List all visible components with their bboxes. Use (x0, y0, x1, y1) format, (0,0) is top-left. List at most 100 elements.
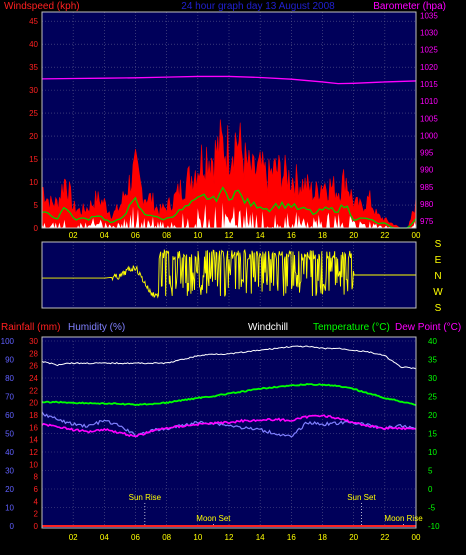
humidity-tick-label: 0 (10, 522, 15, 531)
barometer-tick-label: 1030 (420, 29, 438, 38)
temperature-tick-label: 10 (428, 448, 437, 457)
windspeed-gust-area (41, 119, 417, 229)
windchill-label: Windchill (248, 322, 288, 333)
average-wind-line (41, 186, 417, 229)
x-tick-label: 00 (412, 231, 421, 240)
rainfall-tick-label: 10 (29, 460, 38, 469)
compass-label: E (435, 255, 442, 266)
rainfall-tick-label: 0 (34, 522, 39, 531)
barometer-tick-label: 1005 (420, 114, 438, 123)
x-tick-label: 12 (225, 231, 234, 240)
dewpoint-line (41, 414, 417, 438)
x-tick-label: 04 (100, 533, 109, 542)
x-tick-label: 22 (380, 231, 389, 240)
wind-direction-series (42, 248, 416, 299)
windspeed-minimum-area (42, 202, 416, 228)
rainfall-label: Rainfall (mm) (1, 322, 60, 333)
x-tick-label: 14 (256, 533, 265, 542)
humidity-tick-label: 30 (5, 467, 14, 476)
x-tick-label: 04 (100, 231, 109, 240)
barometer-tick-label: 990 (420, 166, 434, 175)
x-tick-label: 14 (256, 231, 265, 240)
temperature-label: Temperature (°C) (313, 322, 390, 333)
temperature-tick-label: 15 (428, 430, 437, 439)
x-tick-label: 02 (69, 231, 78, 240)
barometer-tick-label: 1010 (420, 97, 438, 106)
windspeed-tick-label: 10 (29, 178, 38, 187)
windspeed-tick-label: 40 (29, 40, 38, 49)
rainfall-tick-label: 2 (34, 510, 39, 519)
windspeed-tick-label: 30 (29, 86, 38, 95)
x-tick-label: 02 (69, 533, 78, 542)
compass-label: S (435, 239, 442, 250)
windspeed-tick-label: 45 (29, 17, 38, 26)
dewpoint-label: Dew Point (°C) (395, 322, 461, 333)
compass-label: N (434, 271, 441, 282)
x-tick-label: 12 (225, 533, 234, 542)
x-tick-label: 20 (349, 533, 358, 542)
temperature-tick-label: -5 (428, 504, 436, 513)
windspeed-tick-label: 5 (34, 201, 39, 210)
humidity-tick-label: 10 (5, 504, 14, 513)
x-tick-label: 10 (193, 231, 202, 240)
temperature-line (41, 383, 417, 407)
x-tick-label: 06 (131, 533, 140, 542)
temperature-tick-label: 0 (428, 485, 433, 494)
barometer-tick-label: 1020 (420, 63, 438, 72)
x-tick-label: 16 (287, 231, 296, 240)
temperature-tick-label: 25 (428, 393, 437, 402)
x-tick-label: 00 (412, 533, 421, 542)
windspeed-tick-label: 0 (34, 224, 39, 233)
windspeed-series (41, 119, 417, 229)
windspeed-tick-label: 20 (29, 132, 38, 141)
x-tick-label: 18 (318, 533, 327, 542)
temperature-tick-label: 40 (428, 337, 437, 346)
humidity-tick-label: 50 (5, 430, 14, 439)
wind-direction-frame (41, 241, 417, 309)
annotation-label: Sun Set (347, 493, 376, 502)
barometer-tick-label: 1025 (420, 46, 438, 55)
wind-baro-tick-labels: 0510152025303540459759809859909951000100… (29, 11, 438, 240)
rainfall-tick-label: 26 (29, 362, 38, 371)
humidity-line (41, 345, 417, 370)
wind-baro-frame (41, 11, 417, 229)
humidity-tick-label: 60 (5, 411, 14, 420)
x-tick-label: 06 (131, 231, 140, 240)
rainfall-tick-label: 4 (34, 497, 39, 506)
temperature-tick-label: -10 (428, 522, 440, 531)
windspeed-tick-label: 35 (29, 63, 38, 72)
windspeed-tick-label: 15 (29, 155, 38, 164)
humidity-tick-label: 100 (1, 337, 15, 346)
x-tick-label: 16 (287, 533, 296, 542)
barometer-line (41, 75, 417, 85)
humidity-tick-label: 70 (5, 393, 14, 402)
annotation-label: Moon Set (196, 514, 231, 523)
temperature-tick-label: 20 (428, 411, 437, 420)
barometer-tick-label: 975 (420, 217, 434, 226)
x-tick-label: 08 (162, 231, 171, 240)
compass-label: S (435, 303, 442, 314)
rainfall-tick-label: 18 (29, 411, 38, 420)
windspeed-tick-label: 25 (29, 109, 38, 118)
barometer-series (41, 75, 417, 85)
rainfall-tick-label: 14 (29, 436, 38, 445)
temp-humidity-series (41, 345, 417, 527)
temperature-tick-label: 30 (428, 374, 437, 383)
temp-humidity-grid (42, 340, 417, 527)
rainfall-tick-label: 24 (29, 374, 38, 383)
wind-direction-line (42, 248, 416, 299)
rainfall-tick-label: 28 (29, 349, 38, 358)
barometer-tick-label: 1000 (420, 131, 438, 140)
humidity-tick-label: 40 (5, 448, 14, 457)
annotation-label: Moon Rise (384, 514, 423, 523)
compass-label: W (433, 287, 443, 298)
humidity-tick-label: 80 (5, 374, 14, 383)
barometer-tick-label: 1015 (420, 80, 438, 89)
humidity-label: Humidity (%) (68, 322, 125, 333)
x-tick-label: 08 (162, 533, 171, 542)
temp-humidity-frame (41, 336, 417, 529)
temp-humidity-tick-labels: -10-505101520253035400246810121416182022… (1, 337, 440, 542)
astro-annotations: Sun Rise Moon Set Sun Set Moon Rise (129, 493, 423, 526)
